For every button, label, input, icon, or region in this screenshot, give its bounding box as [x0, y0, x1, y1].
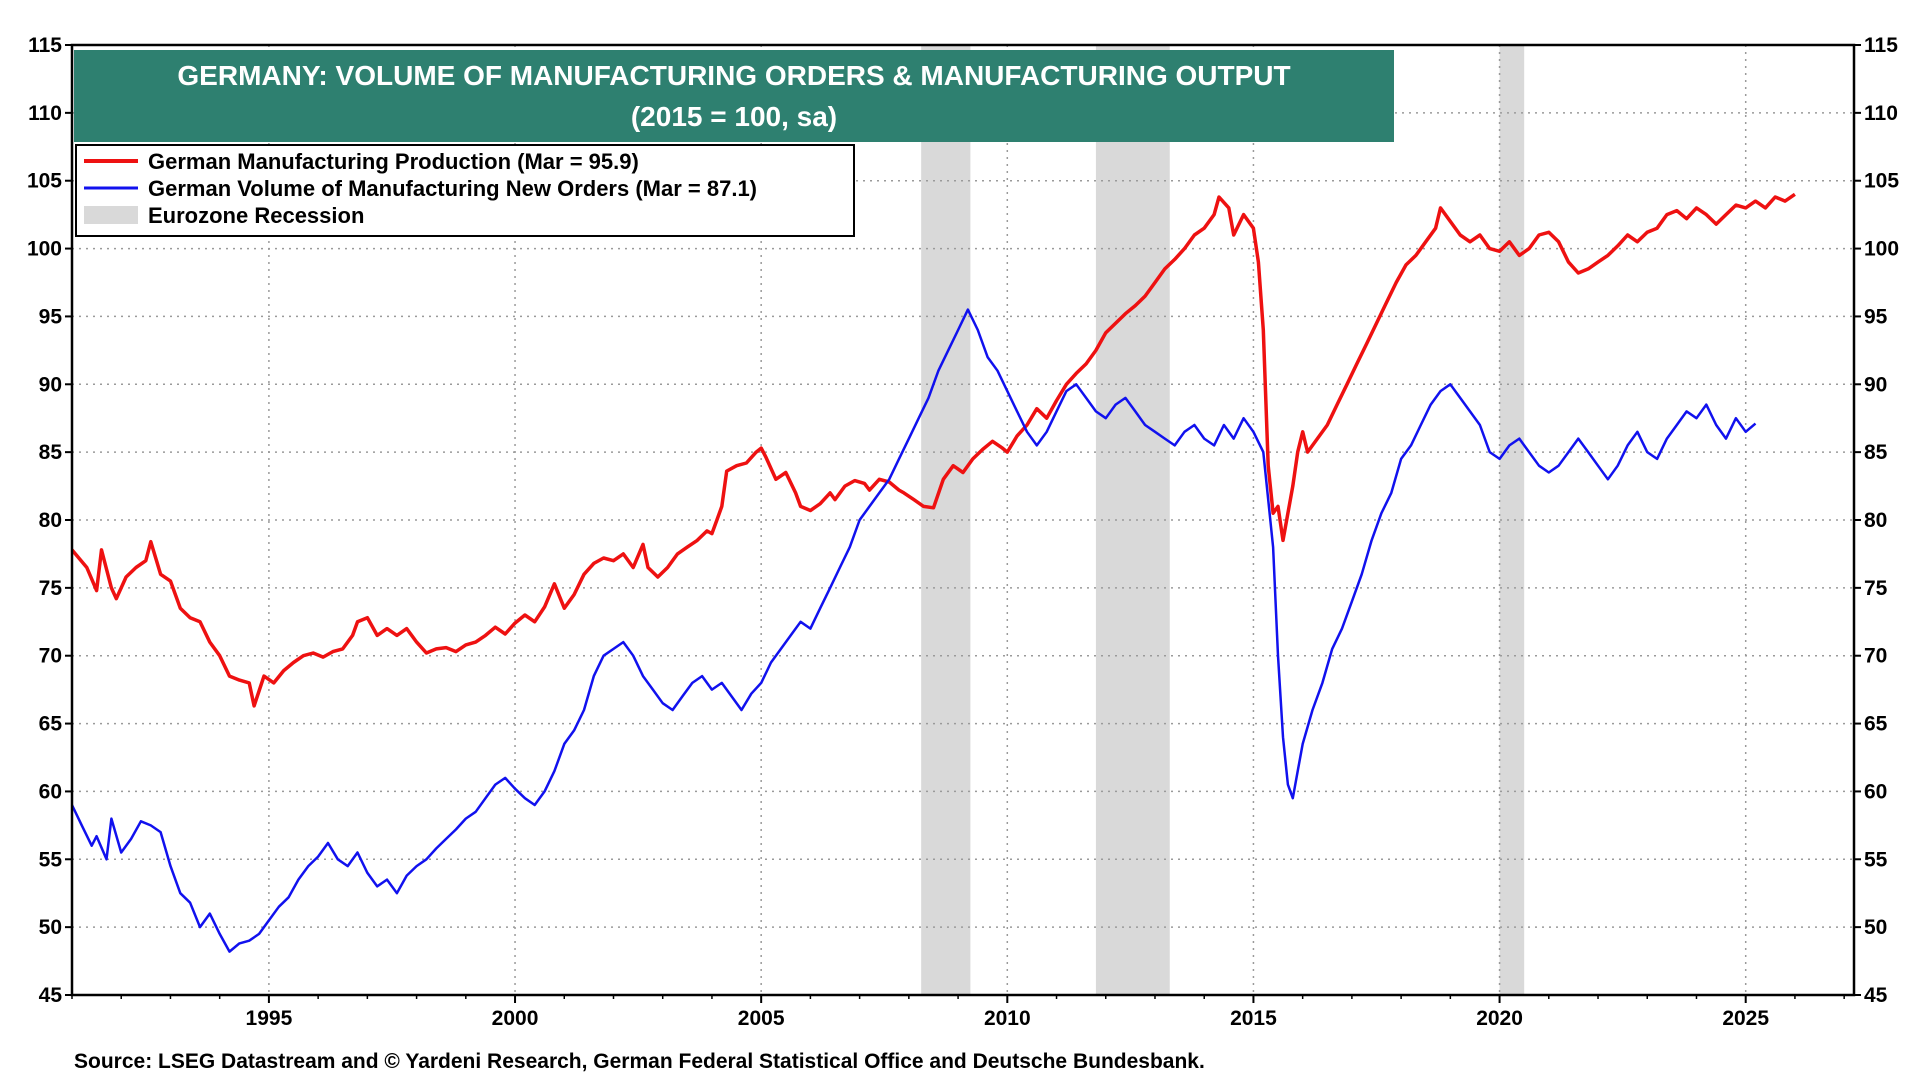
y-tick-label-right: 95	[1864, 305, 1888, 328]
y-tick-label-right: 85	[1864, 441, 1888, 464]
title-box	[74, 50, 1394, 142]
legend-recession-swatch	[84, 206, 138, 224]
y-tick-label-left: 110	[28, 102, 62, 125]
legend-recession-label: Eurozone Recession	[148, 203, 364, 228]
production-series-line	[70, 192, 1796, 708]
y-tick-label-left: 70	[39, 645, 62, 668]
y-tick-label-right: 100	[1864, 238, 1899, 261]
y-tick-label-right: 75	[1864, 577, 1888, 600]
source-note: Source: LSEG Datastream and © Yardeni Re…	[74, 1050, 1205, 1073]
y-tick-label-left: 115	[28, 34, 62, 57]
x-tick-label: 2020	[1476, 1007, 1523, 1030]
y-tick-label-left: 80	[39, 509, 62, 532]
y-tick-label-right: 110	[1864, 102, 1898, 125]
x-tick-label: 2025	[1722, 1007, 1769, 1030]
y-tick-label-left: 45	[39, 984, 63, 1007]
legend-orders-label: German Volume of Manufacturing New Order…	[148, 176, 757, 201]
y-tick-label-right: 90	[1864, 373, 1887, 396]
y-tick-label-right: 60	[1864, 780, 1887, 803]
y-tick-label-right: 115	[1864, 34, 1898, 57]
chart-title: GERMANY: VOLUME OF MANUFACTURING ORDERS …	[177, 60, 1290, 91]
y-tick-label-left: 60	[39, 780, 62, 803]
legend-production-label: German Manufacturing Production (Mar = 9…	[148, 149, 639, 174]
axis-ticks: 45 45 50 50 55 55 60 60 65 65 70 70 75 75 80 80 85 85 90 90…	[27, 34, 1899, 1030]
series-lines	[70, 192, 1796, 953]
y-tick-label-left: 85	[39, 441, 63, 464]
y-tick-label-left: 100	[27, 238, 62, 261]
y-tick-label-left: 95	[39, 305, 63, 328]
y-tick-label-right: 55	[1864, 848, 1888, 871]
x-tick-label: 2005	[738, 1007, 785, 1030]
y-tick-label-left: 75	[39, 577, 63, 600]
y-tick-label-right: 50	[1864, 916, 1887, 939]
x-tick-label: 1995	[246, 1007, 293, 1030]
y-tick-label-right: 80	[1864, 509, 1887, 532]
chart-subtitle: (2015 = 100, sa)	[631, 101, 837, 132]
x-tick-label: 2010	[984, 1007, 1031, 1030]
x-tick-label: 2015	[1230, 1007, 1277, 1030]
y-tick-label-left: 55	[39, 848, 63, 871]
y-tick-label-left: 65	[39, 713, 63, 736]
legend-box	[75, 144, 855, 237]
y-tick-label-left: 90	[39, 373, 62, 396]
y-tick-label-right: 65	[1864, 713, 1888, 736]
y-tick-label-right: 70	[1864, 645, 1887, 668]
orders-series-line	[70, 308, 1757, 953]
recession-band-3	[1499, 45, 1525, 995]
y-tick-label-right: 45	[1864, 984, 1888, 1007]
x-tick-label: 2000	[492, 1007, 539, 1030]
grid-lines	[72, 45, 1854, 995]
legend: German Manufacturing Production (Mar = 9…	[75, 144, 855, 237]
y-tick-label-right: 105	[1864, 170, 1899, 193]
y-tick-label-left: 50	[39, 916, 62, 939]
y-tick-label-left: 105	[27, 170, 62, 193]
